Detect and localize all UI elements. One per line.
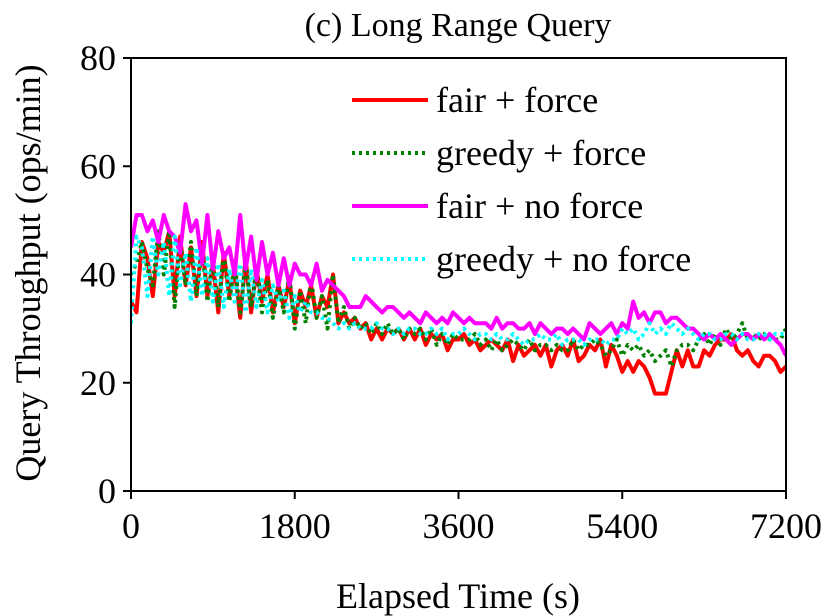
series-lines <box>131 202 786 396</box>
axis-ticks: 0 1800 3600 5400 7200 0 20 40 60 80 <box>80 38 822 546</box>
y-tick-label: 40 <box>80 255 116 295</box>
series-line-2 <box>131 229 786 369</box>
x-tick-label: 0 <box>122 506 140 546</box>
y-tick-label: 20 <box>80 363 116 403</box>
x-tick-label: 5400 <box>586 506 658 546</box>
chart-title: (c) Long Range Query <box>305 7 612 44</box>
x-tick-label: 3600 <box>423 506 495 546</box>
legend-label-2: greedy + force <box>436 133 646 173</box>
legend-label-1: fair + force <box>436 80 598 120</box>
y-tick-label: 80 <box>80 38 116 78</box>
plot-area-frame <box>130 57 787 492</box>
legend: fair + force greedy + force fair + no forc… <box>352 80 691 279</box>
legend-label-3: fair + no force <box>436 186 643 226</box>
y-tick-label: 60 <box>80 146 116 186</box>
y-axis-label: Query Throughput (ops/min) <box>8 64 48 481</box>
y-tick-label: 0 <box>98 471 116 511</box>
legend-label-4: greedy + no force <box>436 239 691 279</box>
x-tick-label: 7200 <box>750 506 822 546</box>
series-line-3 <box>131 202 786 357</box>
x-tick-label: 1800 <box>259 506 331 546</box>
x-axis-label: Elapsed Time (s) <box>336 576 580 616</box>
